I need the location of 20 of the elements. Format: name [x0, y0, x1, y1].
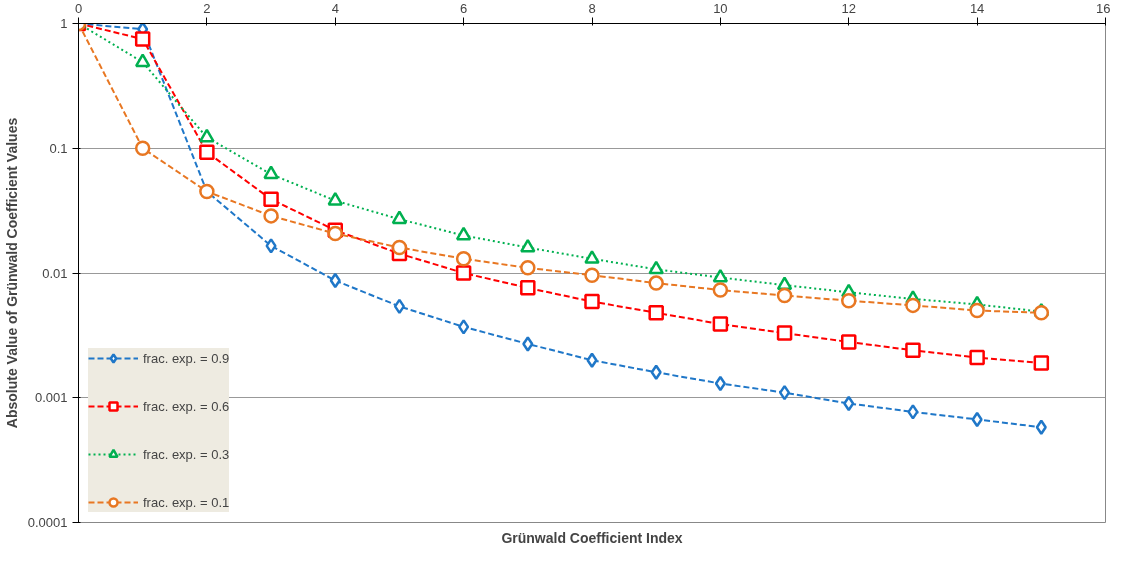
y-tick-label: 1 [60, 16, 68, 31]
x-axis-title: Grünwald Coefficient Index [501, 529, 683, 546]
y-tick-label: 0.0001 [27, 515, 68, 530]
y-tick-label: 0.01 [42, 265, 68, 281]
x-tick-label: 14 [969, 0, 985, 16]
legend-label: frac. exp. = 0.9 [143, 350, 230, 366]
legend-label: frac. exp. = 0.1 [143, 494, 230, 510]
x-tick-label: 6 [460, 0, 468, 16]
x-tick-label: 2 [203, 0, 211, 16]
y-axis-title: Absolute Value of Grünwald Coefficient Values [3, 117, 20, 429]
legend-label: frac. exp. = 0.3 [143, 446, 230, 462]
x-tick-label: 4 [331, 0, 339, 16]
x-tick-label: 8 [588, 0, 596, 16]
x-tick-label: 12 [841, 0, 856, 16]
y-tick-label: 0.001 [34, 390, 68, 406]
x-tick-label: 16 [1096, 0, 1111, 16]
y-tick-label: 0.1 [49, 140, 68, 156]
x-tick-label: 10 [713, 0, 728, 16]
legend-label: frac. exp. = 0.6 [143, 398, 230, 414]
x-tick-label: 0 [74, 0, 83, 16]
